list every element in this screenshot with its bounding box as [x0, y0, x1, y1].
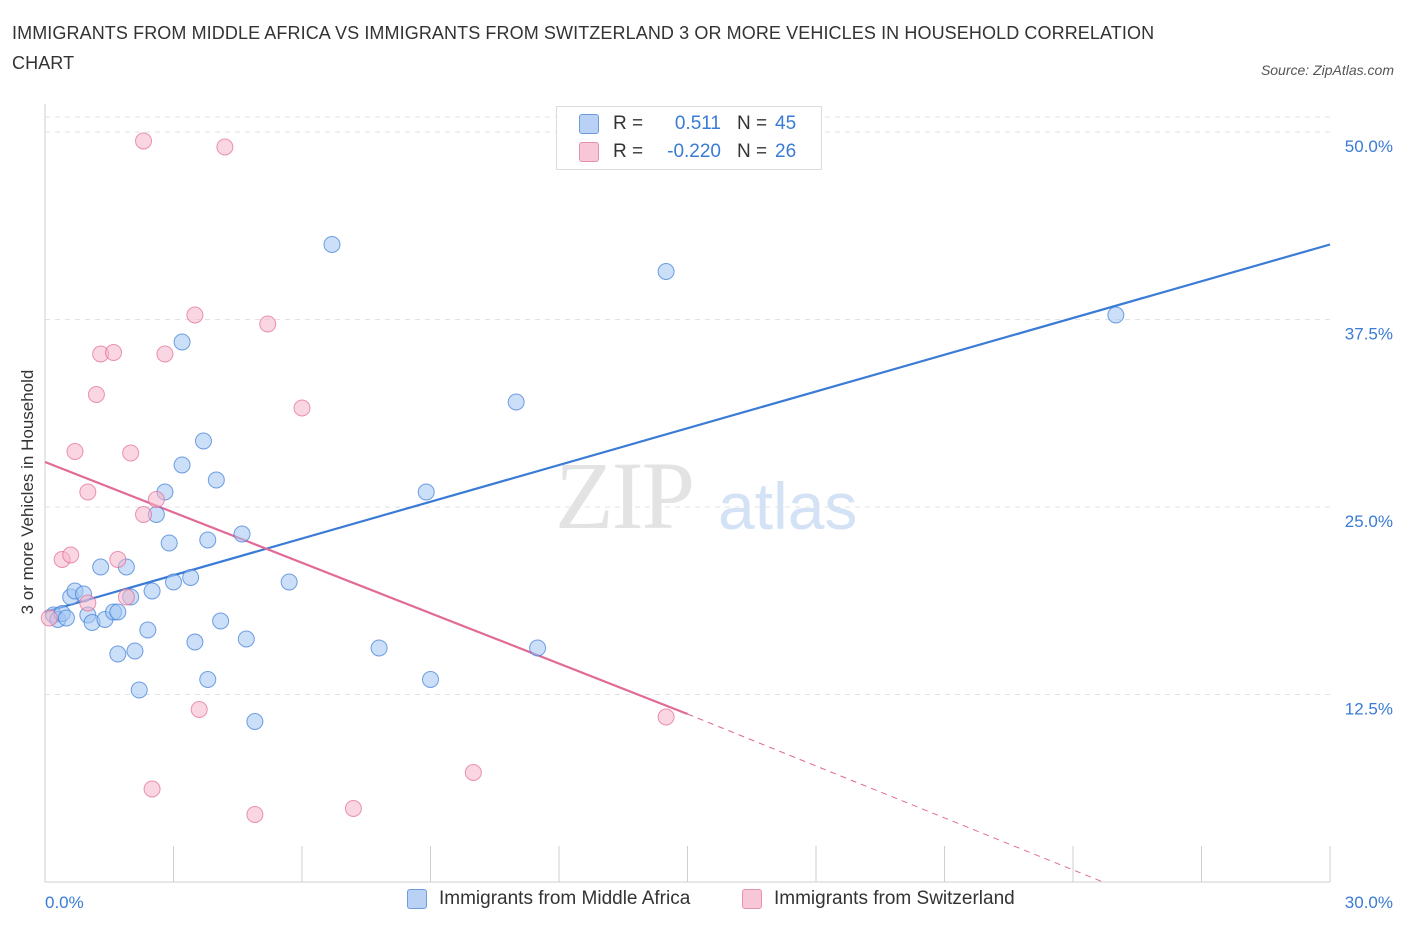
- data-point: [246, 713, 264, 730]
- pink-swatch-icon: [742, 889, 762, 909]
- trend-lines: [44, 243, 1331, 883]
- data-points: [40, 132, 1125, 823]
- data-point: [199, 531, 217, 549]
- stats-legend: R = 0.511 N = 45 R = -0.220 N = 26: [556, 106, 822, 170]
- stats-row-switzerland: R = -0.220 N = 26: [579, 139, 796, 165]
- series-legend: Immigrants from Middle Africa Immigrants…: [0, 888, 1406, 916]
- data-point: [173, 456, 191, 474]
- data-point: [156, 345, 174, 363]
- legend-label: Immigrants from Switzerland: [774, 888, 1015, 909]
- data-point: [139, 621, 157, 639]
- r-value: -0.220: [667, 141, 721, 162]
- n-label: N =: [737, 113, 768, 134]
- data-point: [186, 633, 204, 651]
- x-tick-label: 30.0%: [1345, 893, 1393, 912]
- data-point: [135, 132, 153, 150]
- data-point: [370, 639, 388, 657]
- data-point: [160, 534, 178, 552]
- tick-labels: 12.5% 25.0% 37.5% 50.0% 0.0% 30.0%: [45, 137, 1393, 912]
- data-point: [422, 671, 439, 688]
- data-point: [199, 671, 217, 688]
- watermark-atlas: atlas: [718, 469, 858, 543]
- data-point: [186, 306, 204, 324]
- y-tick-label: 12.5%: [1345, 700, 1393, 719]
- data-point: [105, 344, 123, 361]
- source-label: Source: ZipAtlas.com: [1260, 62, 1394, 78]
- legend-label: Immigrants from Middle Africa: [439, 888, 691, 909]
- data-point: [117, 588, 135, 606]
- data-point: [246, 806, 264, 823]
- stats-row-middle-africa: R = 0.511 N = 45: [579, 111, 796, 137]
- data-point: [143, 780, 161, 798]
- data-point: [280, 573, 298, 591]
- y-axis-label: 3 or more Vehicles in Household: [18, 370, 37, 615]
- data-point: [143, 582, 161, 600]
- data-point: [109, 645, 127, 663]
- data-point: [1107, 306, 1125, 324]
- n-value: 26: [775, 141, 797, 162]
- data-point: [323, 236, 341, 253]
- data-point: [207, 471, 225, 489]
- n-label: N =: [737, 141, 768, 162]
- data-point: [657, 708, 675, 726]
- data-point: [147, 491, 165, 508]
- data-point: [216, 138, 234, 156]
- data-point: [79, 594, 97, 612]
- data-point: [233, 525, 251, 543]
- data-point: [237, 630, 255, 648]
- data-point: [40, 609, 58, 627]
- legend-item-switzerland[interactable]: Immigrants from Switzerland: [742, 888, 1015, 910]
- data-point: [259, 315, 277, 333]
- data-point: [417, 483, 435, 501]
- data-point: [66, 443, 84, 460]
- data-point: [182, 569, 200, 586]
- data-point: [135, 506, 153, 523]
- data-point: [464, 764, 482, 781]
- data-point: [109, 603, 127, 621]
- x-tick-label: 0.0%: [45, 893, 84, 912]
- data-point: [79, 483, 97, 501]
- blue-swatch-icon: [407, 889, 427, 909]
- data-point: [657, 263, 675, 280]
- y-tick-label: 25.0%: [1345, 512, 1393, 531]
- data-point: [293, 399, 311, 417]
- data-point: [62, 546, 80, 564]
- legend-item-middle-africa[interactable]: Immigrants from Middle Africa: [407, 888, 690, 910]
- y-tick-label: 37.5%: [1345, 325, 1393, 344]
- data-point: [344, 800, 362, 817]
- data-point: [507, 393, 525, 411]
- data-point: [165, 573, 182, 591]
- blue-swatch-icon: [579, 114, 599, 134]
- y-tick-label: 50.0%: [1345, 137, 1393, 156]
- trend-line: [687, 713, 1104, 883]
- trend-line: [44, 460, 688, 716]
- data-point: [57, 609, 75, 627]
- r-value: 0.511: [674, 113, 721, 134]
- data-point: [92, 558, 110, 576]
- grid-lines: [45, 116, 1330, 695]
- data-point: [109, 551, 127, 568]
- data-point: [212, 612, 230, 630]
- axes: [44, 104, 1331, 883]
- data-point: [529, 639, 547, 657]
- pink-swatch-icon: [579, 142, 599, 162]
- n-value: 45: [775, 113, 797, 134]
- data-point: [126, 642, 144, 660]
- data-point: [194, 432, 212, 450]
- data-point: [130, 681, 148, 699]
- chart-title: IMMIGRANTS FROM MIDDLE AFRICA VS IMMIGRA…: [12, 23, 1155, 73]
- r-label: R =: [613, 113, 644, 134]
- data-point: [173, 333, 191, 351]
- data-point: [190, 701, 208, 718]
- data-point: [87, 386, 105, 403]
- r-label: R =: [613, 141, 644, 162]
- trend-line: [44, 243, 1331, 614]
- data-point: [122, 444, 140, 462]
